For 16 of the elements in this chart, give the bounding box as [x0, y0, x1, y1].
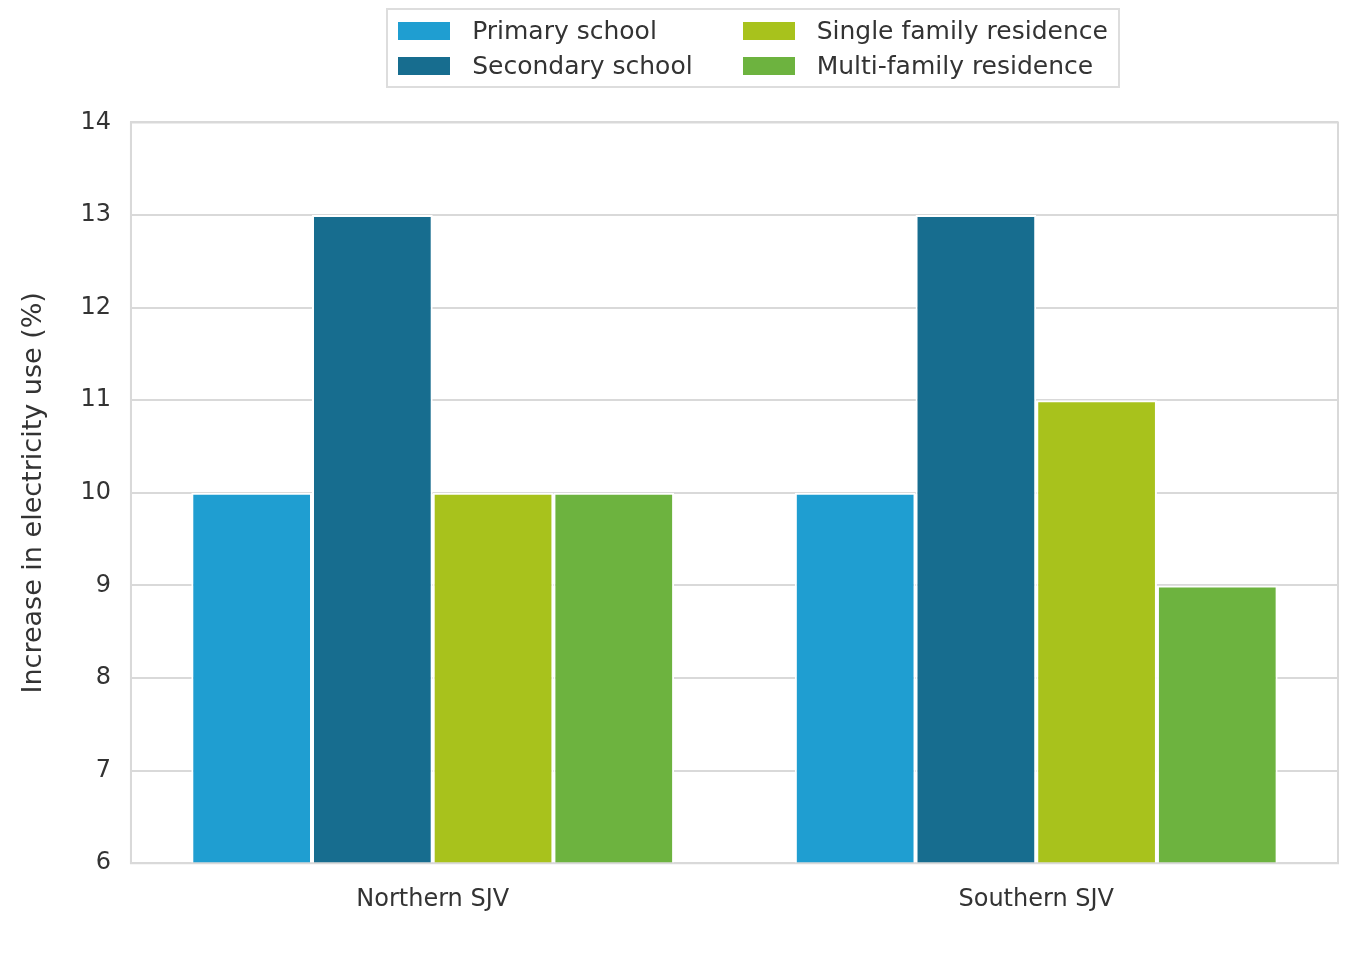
legend-label: Single family residence — [816, 16, 1108, 45]
y-tick-label: 12 — [80, 291, 111, 320]
y-tick-label: 10 — [80, 477, 111, 506]
y-tick-label: 14 — [80, 106, 111, 135]
y-tick-label: 9 — [95, 569, 111, 598]
legend-label: Primary school — [472, 16, 657, 45]
legend-label: Secondary school — [472, 51, 693, 80]
y-tick-label: 7 — [95, 754, 111, 783]
y-axis-title: Increase in electricity use (%) — [16, 292, 48, 694]
y-tick-label: 11 — [80, 384, 111, 413]
y-tick-label: 6 — [95, 847, 111, 876]
x-tick-label: Southern SJV — [958, 883, 1115, 912]
legend-label: Multi-family residence — [816, 51, 1094, 80]
y-tick-label: 13 — [80, 199, 111, 228]
x-tick-label: Northern SJV — [356, 883, 510, 912]
y-tick-label: 8 — [95, 662, 111, 691]
